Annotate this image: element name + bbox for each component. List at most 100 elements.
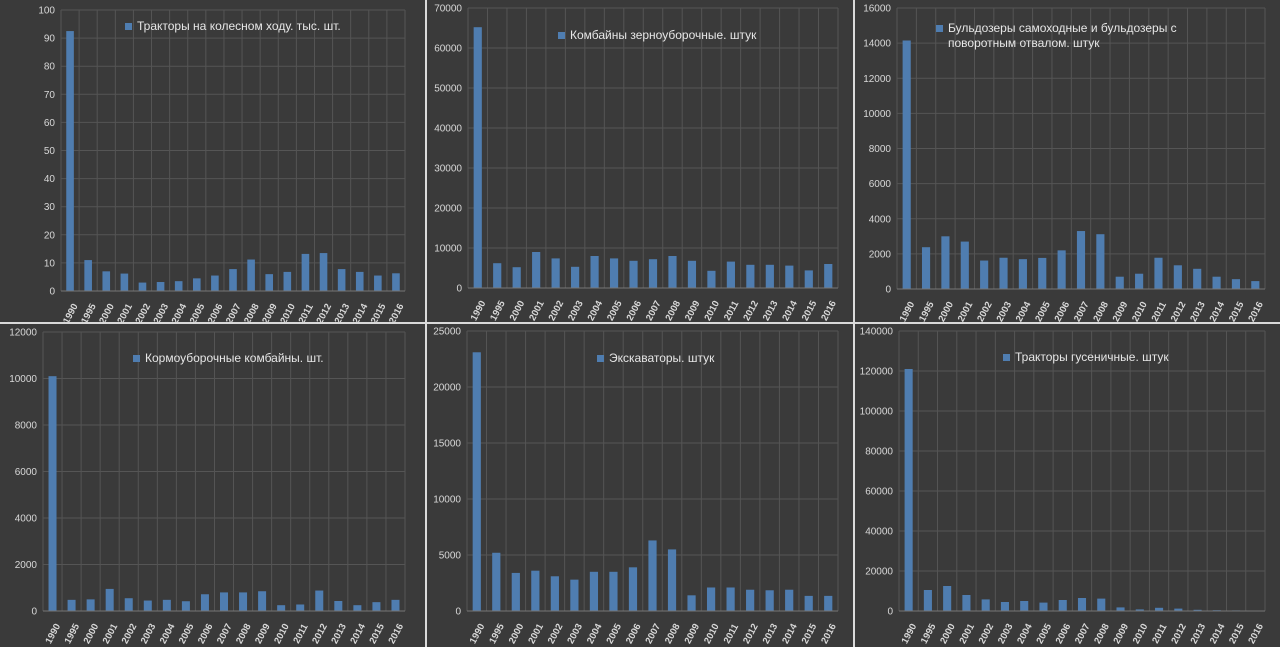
y-tick-label: 90 [44,34,56,45]
y-tick-label: 25000 [433,327,461,338]
bar [492,552,501,611]
x-tick-label: 2015 [369,301,389,322]
x-tick-label: 2012 [741,299,761,322]
bar [960,241,969,289]
bar [229,269,237,291]
bar [124,598,133,611]
bar [980,260,989,289]
bar [472,352,481,611]
x-tick-label: 2003 [995,300,1015,322]
x-tick-label: 2004 [1015,621,1035,645]
bar [102,271,111,291]
x-tick-label: 2016 [1246,622,1266,646]
legend-label: Бульдозеры самоходные и бульдозеры с пов… [948,21,1177,50]
bar [192,278,201,291]
legend: Экскаваторы. штук [597,351,797,366]
y-tick-label: 10 [44,258,56,269]
y-tick-label: 50000 [434,84,462,95]
x-tick-label: 2001 [527,298,547,322]
x-tick-label: 2005 [177,621,197,645]
x-tick-label: 1995 [487,621,507,645]
legend-label: Кормоуборочные комбайны. шт. [145,351,324,365]
x-tick-label: 2008 [663,299,683,322]
x-tick-label: 2003 [565,622,585,646]
legend-label: Тракторы гусеничные. штук [1015,350,1169,364]
x-tick-label: 2011 [297,302,317,322]
x-tick-label: 2006 [1054,622,1074,646]
bar [1000,602,1009,611]
bar [67,599,76,611]
chart-svg: 0 10000 20000 30000 40000 50000 60000 70000 1990… [434,4,839,323]
bar [143,600,152,611]
x-tick-label: 2006 [1053,300,1073,322]
bar [319,253,328,291]
bar [355,271,364,291]
bar [590,256,599,288]
bar [1174,608,1183,611]
y-tick-label: 60 [44,118,56,129]
x-tick-label: 2014 [348,621,368,645]
x-tick-label: 2004 [170,301,190,322]
legend-label: Комбайны зерноуборочные. штук [570,28,757,42]
bar [1018,259,1027,289]
bar [589,571,599,611]
x-tick-label: 2013 [1188,300,1208,322]
legend: Тракторы на колесном ходу. тыс. шт. [125,19,395,34]
x-tick-label: 2008 [663,622,683,646]
x-tick-label: 1990 [468,622,488,646]
chart-panel-excavators: 0 5000 10000 15000 20000 25000 1990 1995 2000 200… [427,324,853,647]
bar [1231,279,1241,289]
x-tick-label: 2013 [761,299,781,322]
x-tick-label: 2003 [566,299,586,322]
legend-swatch [936,25,943,32]
bar [1251,281,1260,289]
y-tick-label: 20000 [433,383,461,394]
bar [609,258,619,288]
y-tick-label: 8000 [15,421,38,432]
x-tick-label: 2011 [1150,300,1170,322]
y-tick-label: 60000 [434,44,462,55]
bar [687,260,697,288]
x-tick-label: 2005 [604,621,624,645]
y-tick-label: 20000 [865,567,893,578]
bar [902,40,911,289]
bar [1076,231,1086,289]
bar [765,264,774,288]
x-tick-label: 2010 [272,622,292,646]
y-tick-label: 4000 [869,214,892,225]
x-tick-label: 2003 [152,302,172,322]
x-tick-label: 2010 [702,622,722,646]
bar [315,590,324,611]
chart-panel-bulldozers: 0 2000 4000 6000 8000 10000 12000 14000 16000 199… [855,0,1280,322]
x-tick-label: 2014 [1208,621,1228,645]
x-tick-label: 2002 [133,302,153,322]
x-tick-label: 1990 [898,300,918,322]
x-tick-label: 2011 [722,299,742,322]
bar [746,589,755,611]
bar [174,281,183,291]
x-tick-label: 2009 [1112,622,1132,646]
bar [981,599,990,611]
bar [765,590,774,611]
bar [1173,265,1182,289]
bar [1154,257,1163,289]
bar [921,247,931,289]
y-tick-label: 6000 [15,467,38,478]
bar [629,260,638,288]
bar [628,567,638,611]
x-tick-label: 2016 [819,299,839,322]
bar [904,369,913,611]
x-tick-label: 1995 [63,621,83,645]
bar [66,31,74,291]
y-tick-label: 2000 [869,249,892,260]
x-tick-label: 2008 [242,302,262,322]
x-tick-label: 2016 [819,622,839,646]
bar [277,605,286,611]
bar [923,590,932,611]
x-tick-label: 2000 [938,622,958,646]
bar [550,576,559,611]
x-tick-label: 2009 [253,622,273,646]
bar [374,275,382,291]
x-tick-label: 2000 [507,622,527,646]
